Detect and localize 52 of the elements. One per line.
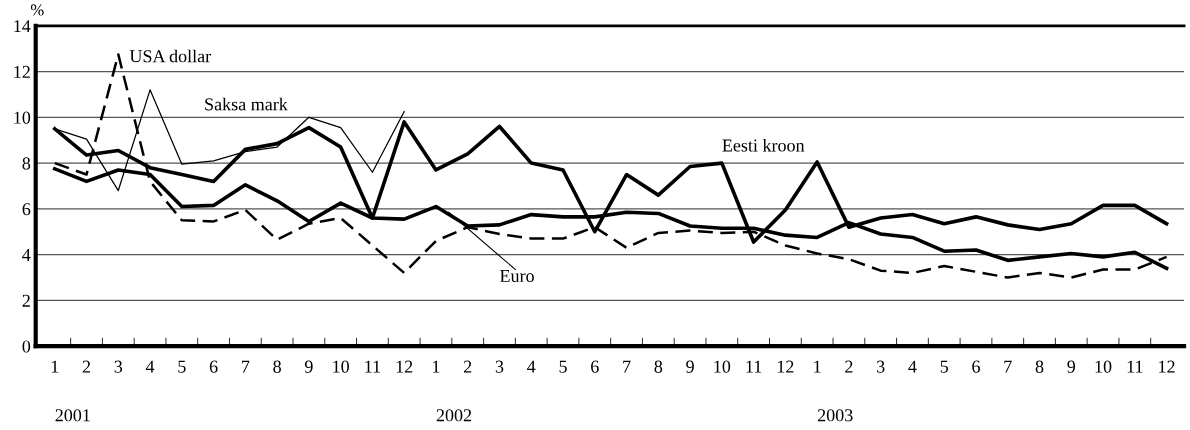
- x-tick-label: 2: [464, 360, 472, 373]
- x-tick-label: 3: [877, 360, 885, 373]
- y-tick-label: 0: [22, 340, 31, 353]
- x-tick-label: 5: [940, 360, 949, 373]
- x-tick-label: 9: [304, 360, 313, 373]
- x-tick-label: 11: [1127, 360, 1143, 373]
- y-tick-label: 4: [22, 249, 31, 261]
- y-axis-title: %: [30, 4, 44, 16]
- x-tick-label: 6: [209, 360, 218, 373]
- y-tick-label: 2: [22, 294, 30, 307]
- y-tick-label: 14: [14, 20, 31, 33]
- x-tick-label: 4: [145, 360, 155, 373]
- text: Euro: [500, 270, 534, 283]
- x-tick-label: 7: [1004, 360, 1012, 373]
- x-tick-label: 2: [845, 360, 853, 373]
- y-tick-label: 8: [22, 157, 31, 170]
- x-tick-label: 2: [82, 360, 91, 373]
- x-tick-label: 6: [972, 360, 980, 373]
- x-tick-label: 1: [814, 360, 821, 373]
- text: 2002: [436, 409, 472, 422]
- x-tick-label: 5: [178, 360, 186, 373]
- y-tick-label: 12: [14, 65, 30, 78]
- x-tick-label: 1: [51, 360, 59, 373]
- x-tick-label: 8: [273, 360, 281, 373]
- x-tick-label: 8: [654, 360, 663, 373]
- x-tick-label: 1: [433, 360, 440, 373]
- y-tick-label: 10: [14, 111, 31, 124]
- text: 2003: [817, 409, 853, 422]
- x-tick-label: 9: [686, 360, 694, 373]
- x-tick-label: 3: [495, 360, 504, 373]
- x-tick-label: 6: [591, 360, 599, 373]
- x-tick-label: 12: [1159, 360, 1175, 373]
- x-tick-label: 7: [242, 360, 250, 373]
- series-label: Eesti kroon: [722, 138, 805, 152]
- x-tick-label: 10: [333, 360, 349, 373]
- x-tick-label: 12: [396, 360, 413, 373]
- x-tick-label: 7: [623, 360, 631, 373]
- series-label: Saksa mark: [205, 97, 288, 111]
- series-label: USA dollar: [129, 49, 212, 63]
- x-tick-label: 8: [1035, 360, 1044, 373]
- x-tick-label: 11: [365, 360, 381, 373]
- x-tick-label: 11: [746, 360, 762, 373]
- y-tick-label: 6: [22, 203, 31, 216]
- x-tick-label: 3: [114, 360, 123, 373]
- text: 2001: [55, 409, 90, 422]
- x-tick-label: 9: [1067, 360, 1076, 373]
- x-tick-label: 12: [777, 360, 794, 373]
- x-tick-label: 4: [527, 360, 536, 373]
- x-tick-label: 10: [714, 360, 731, 373]
- x-tick-label: 5: [559, 360, 567, 373]
- x-tick-label: 10: [1095, 360, 1112, 373]
- x-tick-label: 4: [908, 360, 917, 373]
